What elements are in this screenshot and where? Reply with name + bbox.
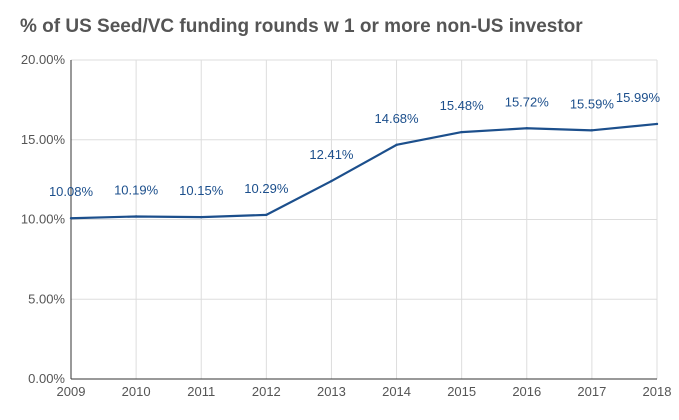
data-point: [200, 215, 203, 219]
x-tick-label: 2011: [187, 384, 215, 399]
x-tick-label: 2013: [317, 384, 346, 399]
x-tick-label: 2009: [57, 384, 86, 399]
data-point: [460, 130, 463, 134]
y-tick-label: 0.00%: [28, 371, 65, 386]
data-label: 15.48%: [440, 98, 485, 113]
y-tick-label: 10.00%: [21, 212, 66, 227]
y-tick-label: 20.00%: [21, 52, 66, 67]
data-label: 12.41%: [309, 147, 354, 162]
data-point: [265, 213, 268, 217]
data-label: 14.68%: [375, 111, 420, 126]
data-label: 10.08%: [49, 184, 94, 199]
data-label: 10.19%: [114, 182, 159, 197]
x-tick-label: 2016: [512, 384, 541, 399]
x-tick-label: 2015: [447, 384, 476, 399]
chart-title: % of US Seed/VC funding rounds w 1 or mo…: [20, 16, 583, 37]
data-label: 10.29%: [244, 181, 289, 196]
data-point: [395, 143, 398, 147]
x-tick-label: 2010: [122, 384, 151, 399]
x-tick-label: 2012: [252, 384, 281, 399]
series-line: [70, 122, 658, 220]
x-tick-label: 2014: [382, 384, 411, 399]
x-tick-label: 2017: [577, 384, 606, 399]
data-point: [134, 215, 138, 218]
data-point: [590, 129, 594, 132]
data-point: [655, 122, 659, 126]
data-label: 15.72%: [505, 94, 550, 109]
data-label: 10.15%: [179, 183, 224, 198]
data-point: [69, 217, 73, 220]
x-tick-label: 2018: [643, 384, 672, 399]
data-point: [525, 127, 528, 130]
data-label: 15.59%: [570, 96, 615, 111]
data-label: 15.99%: [616, 90, 661, 105]
y-tick-label: 15.00%: [21, 132, 66, 147]
y-tick-label: 5.00%: [28, 291, 65, 306]
data-point: [330, 179, 333, 183]
